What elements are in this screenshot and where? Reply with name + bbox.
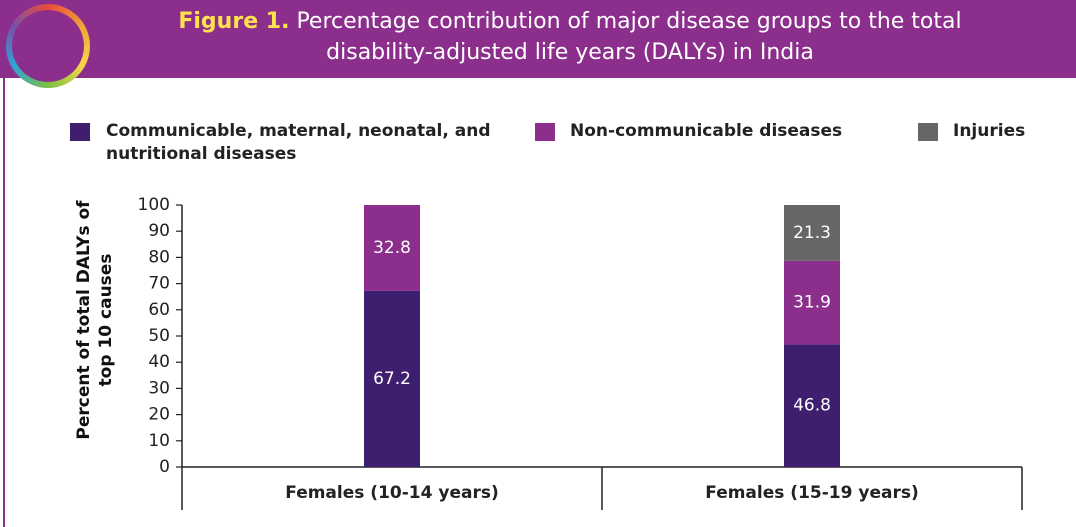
- bar-segment: [784, 344, 840, 467]
- y-tick-label: 60: [148, 300, 170, 320]
- y-tick-label: 20: [148, 405, 170, 425]
- x-tick-label: Females (15-19 years): [705, 483, 918, 503]
- header-band: [0, 0, 1076, 78]
- y-tick-label: 90: [148, 221, 170, 241]
- logo: [6, 4, 90, 88]
- bar-segment: [364, 205, 420, 291]
- legend-swatch: [70, 123, 90, 141]
- data-label: 67.2: [373, 369, 411, 389]
- figure-label: Figure 1.: [178, 9, 290, 34]
- y-tick-label: 80: [148, 247, 170, 267]
- data-label: 21.3: [793, 223, 831, 243]
- data-label: 31.9: [793, 293, 831, 313]
- y-tick-label: 50: [148, 326, 170, 346]
- y-tick-label: 100: [138, 195, 170, 215]
- title-text: Percentage contribution of major disease…: [296, 9, 962, 65]
- y-tick-label: 40: [148, 352, 170, 372]
- y-tick-label: 10: [148, 431, 170, 451]
- legend-label: Injuries: [953, 121, 1026, 141]
- legend-label: Non-communicable diseases: [570, 121, 843, 141]
- border: [3, 60, 5, 527]
- bar-segment: [784, 205, 840, 261]
- y-tick-label: 70: [148, 274, 170, 294]
- chart-title: Figure 1. Percentage contribution of maj…: [140, 6, 1000, 68]
- x-tick-label: Females (10-14 years): [285, 483, 498, 503]
- y-tick-label: 0: [159, 457, 170, 477]
- bar-segment: [364, 290, 420, 467]
- data-label: 46.8: [793, 396, 831, 416]
- bar-segment: [784, 260, 840, 345]
- data-label: 32.8: [373, 238, 411, 258]
- legend-swatch: [918, 123, 938, 141]
- legend-label: Communicable, maternal, neonatal, and nu…: [106, 121, 491, 164]
- y-tick-label: 30: [148, 378, 170, 398]
- legend-swatch: [535, 123, 555, 141]
